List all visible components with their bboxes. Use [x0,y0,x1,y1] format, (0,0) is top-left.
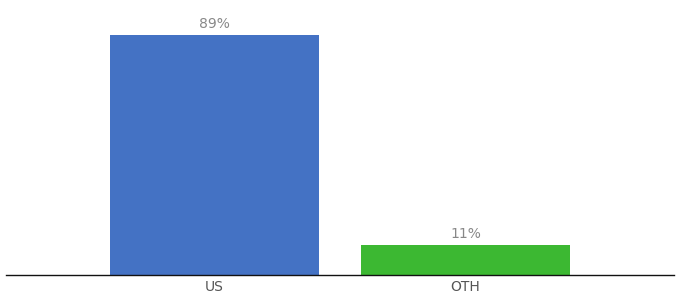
Bar [361,245,570,275]
Text: 89%: 89% [199,17,230,31]
Bar [110,35,319,275]
Text: 11%: 11% [450,227,481,241]
